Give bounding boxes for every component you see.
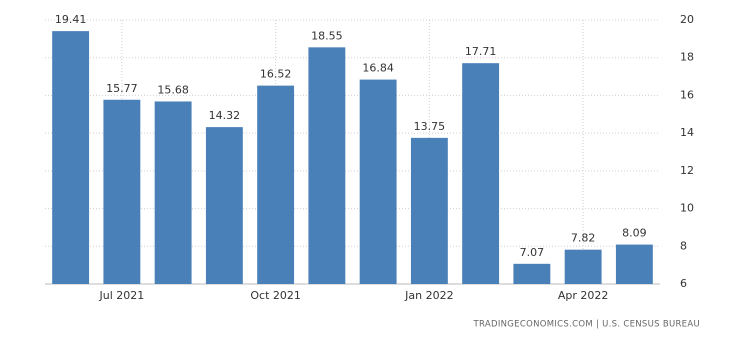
x-tick-label: Oct 2021 <box>250 289 301 302</box>
bar <box>257 85 295 284</box>
y-tick-label: 20 <box>680 13 694 26</box>
x-tick-label: Apr 2022 <box>558 289 609 302</box>
value-label: 13.75 <box>414 120 446 133</box>
value-label: 16.84 <box>362 62 394 75</box>
bar <box>410 137 448 284</box>
value-label: 15.77 <box>106 82 138 95</box>
bar <box>154 101 192 284</box>
y-tick-label: 8 <box>680 239 687 252</box>
y-tick-label: 18 <box>680 51 694 64</box>
bar <box>513 263 551 284</box>
bar <box>205 127 243 284</box>
bar <box>308 47 346 284</box>
y-tick-label: 12 <box>680 164 694 177</box>
y-tick-label: 6 <box>680 277 687 290</box>
bar <box>615 244 653 284</box>
value-label: 7.82 <box>571 232 596 245</box>
value-label: 16.52 <box>260 68 292 81</box>
value-label: 8.09 <box>622 227 647 240</box>
y-tick-label: 14 <box>680 126 694 139</box>
bar <box>462 63 500 284</box>
value-label: 7.07 <box>520 246 545 259</box>
source: TRADINGECONOMICS.COM | U.S. CENSUS BUREA… <box>473 320 700 330</box>
value-label: 17.71 <box>465 45 497 58</box>
bar <box>564 249 602 284</box>
y-tick-label: 10 <box>680 202 694 215</box>
value-label: 19.41 <box>55 13 87 26</box>
x-tick-label: Jul 2021 <box>98 289 144 302</box>
value-label: 14.32 <box>209 109 241 122</box>
value-label: 18.55 <box>311 29 343 42</box>
bar <box>52 31 90 284</box>
value-label: 15.68 <box>157 83 189 96</box>
y-tick-label: 16 <box>680 88 694 101</box>
bar <box>103 99 141 284</box>
x-tick-label: Jan 2022 <box>404 289 453 302</box>
bar <box>359 79 397 285</box>
